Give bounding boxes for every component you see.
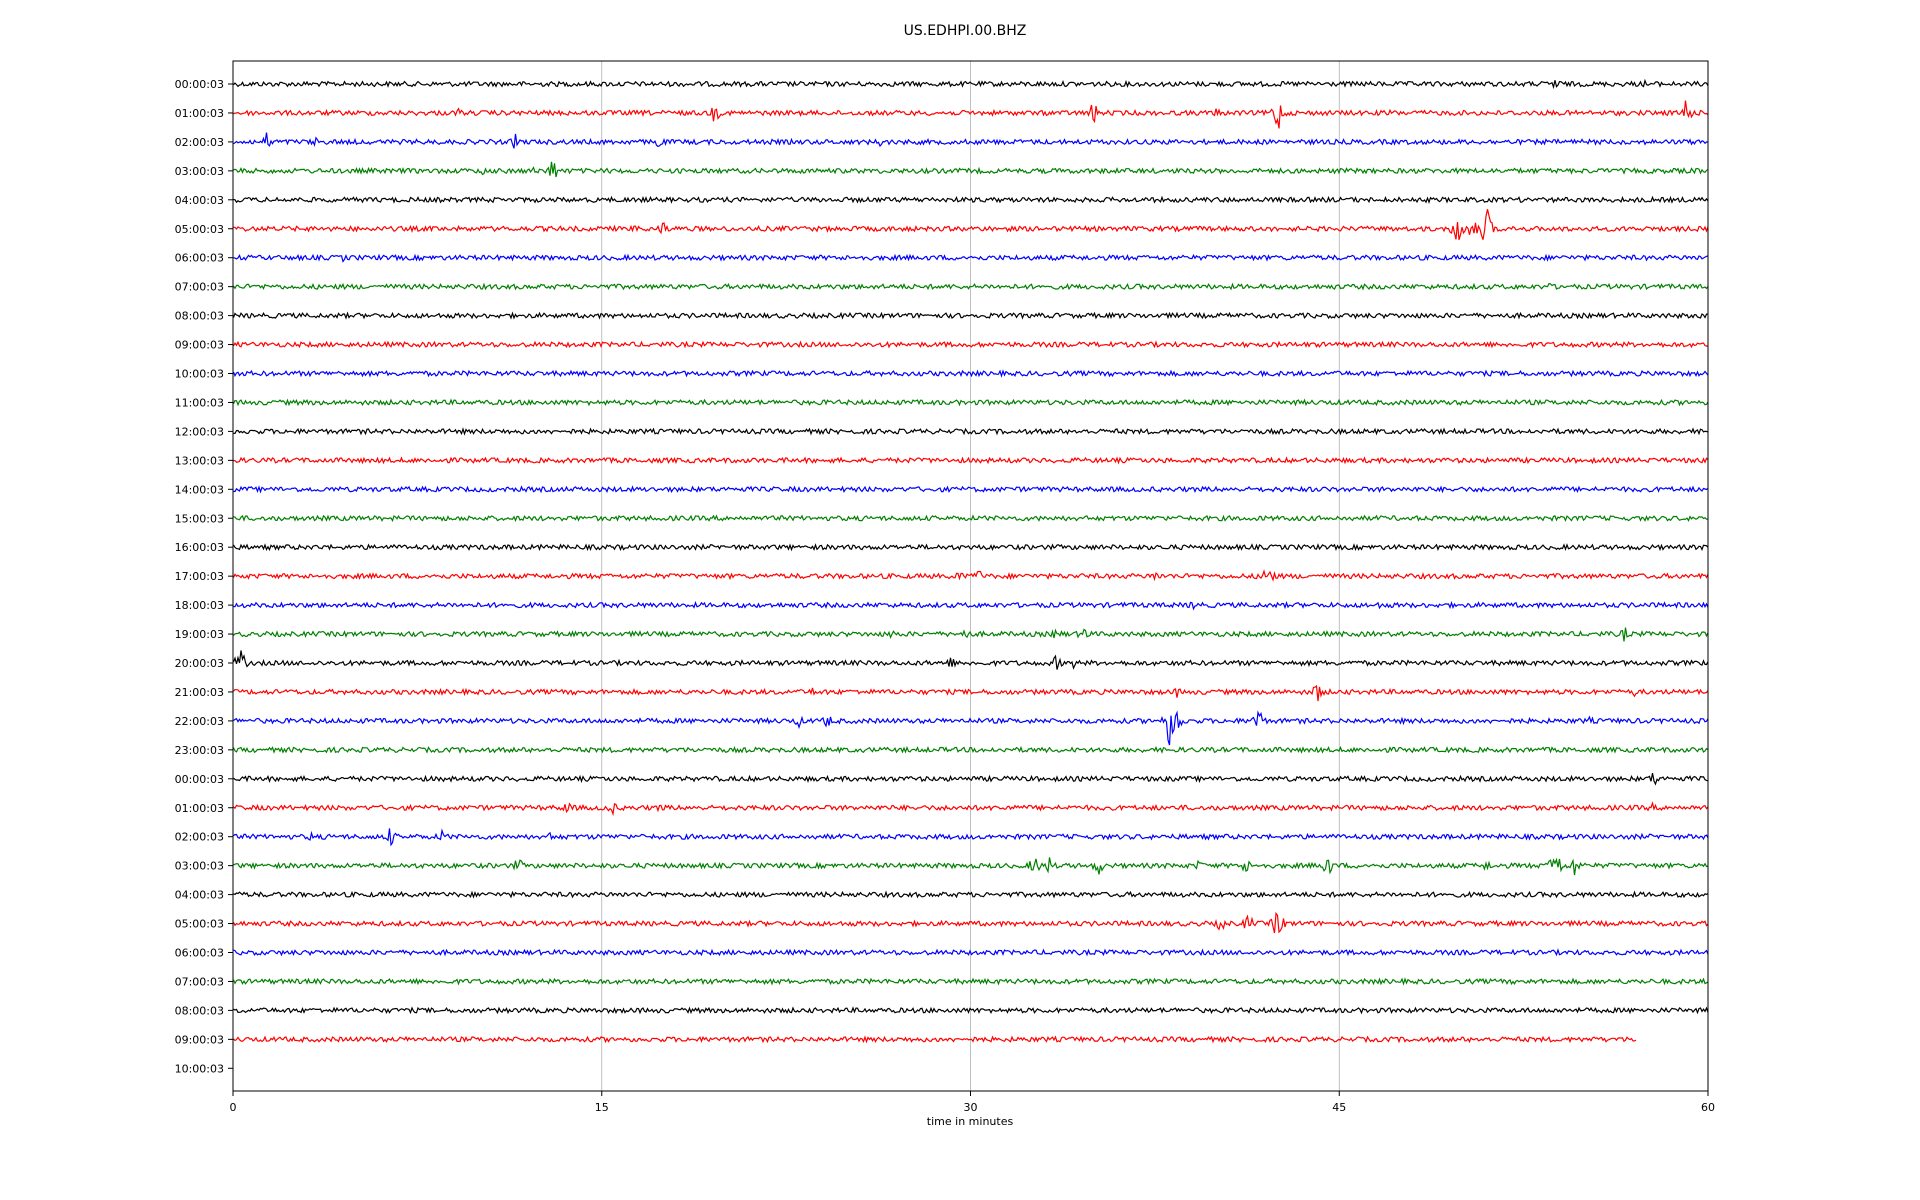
trace-row-4 <box>233 195 1709 205</box>
trace-row-15 <box>233 514 1708 523</box>
row-label-10: 10:00:03 <box>175 368 224 381</box>
row-label-9: 09:00:03 <box>175 339 224 352</box>
trace-row-19 <box>233 627 1709 642</box>
trace-row-26 <box>233 828 1709 847</box>
trace-row-7 <box>233 282 1709 291</box>
row-label-1: 01:00:03 <box>175 107 224 120</box>
x-axis-label: time in minutes <box>927 1115 1014 1128</box>
row-time-labels: 00:00:03 01:00:03 02:00:03 03:00:03 04:00:03… <box>175 78 233 1075</box>
x-tick-label-0: 0 <box>230 1101 237 1114</box>
row-label-24: 00:00:03 <box>175 773 224 786</box>
row-label-28: 04:00:03 <box>175 889 224 902</box>
trace-row-8 <box>232 311 1709 320</box>
x-tick-label-2: 30 <box>964 1101 978 1114</box>
x-tick-label-4: 60 <box>1701 1101 1715 1114</box>
trace-row-14 <box>233 485 1709 494</box>
trace-row-1 <box>233 100 1709 129</box>
row-label-3: 03:00:03 <box>175 165 224 178</box>
trace-row-10 <box>232 369 1709 378</box>
trace-row-5 <box>233 209 1709 240</box>
trace-row-29 <box>232 911 1709 934</box>
trace-row-12 <box>233 427 1709 436</box>
trace-row-11 <box>232 398 1709 407</box>
row-label-6: 06:00:03 <box>175 252 224 265</box>
row-label-21: 21:00:03 <box>175 686 224 699</box>
trace-row-22 <box>233 710 1709 746</box>
trace-row-17 <box>232 569 1709 582</box>
trace-row-6 <box>233 253 1709 263</box>
trace-row-23 <box>232 745 1709 754</box>
row-label-25: 01:00:03 <box>175 802 224 815</box>
trace-row-30 <box>233 948 1709 957</box>
plot-frame <box>232 60 1709 1092</box>
row-label-32: 08:00:03 <box>175 1004 224 1017</box>
row-label-16: 16:00:03 <box>175 541 224 554</box>
row-label-5: 05:00:03 <box>175 223 224 236</box>
row-label-18: 18:00:03 <box>175 599 224 612</box>
row-label-33: 09:00:03 <box>175 1033 224 1046</box>
row-label-0: 00:00:03 <box>175 78 224 91</box>
row-label-15: 15:00:03 <box>175 512 224 525</box>
trace-rows <box>232 78 1709 1044</box>
row-label-27: 03:00:03 <box>175 860 224 873</box>
row-label-2: 02:00:03 <box>175 136 224 149</box>
trace-row-27 <box>233 857 1709 876</box>
trace-row-16 <box>232 543 1709 552</box>
row-label-34: 10:00:03 <box>175 1062 224 1075</box>
row-label-12: 12:00:03 <box>175 425 224 438</box>
row-label-17: 17:00:03 <box>175 570 224 583</box>
row-label-7: 07:00:03 <box>175 281 224 294</box>
trace-row-0 <box>233 78 1709 90</box>
x-tick-label-3: 45 <box>1332 1101 1346 1114</box>
row-label-29: 05:00:03 <box>175 918 224 931</box>
row-label-23: 23:00:03 <box>175 744 224 757</box>
row-label-4: 04:00:03 <box>175 194 224 207</box>
row-label-22: 22:00:03 <box>175 715 224 728</box>
x-tick-label-1: 15 <box>595 1101 609 1114</box>
trace-row-21 <box>233 684 1709 702</box>
row-label-31: 07:00:03 <box>175 975 224 988</box>
trace-row-33 <box>233 1035 1637 1044</box>
row-label-13: 13:00:03 <box>175 454 224 467</box>
trace-row-20 <box>232 650 1709 670</box>
trace-row-3 <box>233 161 1709 178</box>
row-label-8: 08:00:03 <box>175 310 224 323</box>
x-axis-ticks: 0 15 30 45 60 <box>230 1091 1715 1114</box>
row-label-30: 06:00:03 <box>175 947 224 960</box>
chart-title: US.EDHPI.00.BHZ <box>904 23 1027 39</box>
trace-row-13 <box>233 456 1709 465</box>
trace-row-25 <box>233 801 1709 817</box>
trace-row-28 <box>233 890 1709 899</box>
row-label-19: 19:00:03 <box>175 628 224 641</box>
trace-row-31 <box>232 977 1709 986</box>
row-label-14: 14:00:03 <box>175 483 224 496</box>
row-label-20: 20:00:03 <box>175 657 224 670</box>
row-label-11: 11:00:03 <box>175 396 224 409</box>
row-label-26: 02:00:03 <box>175 831 224 844</box>
trace-row-32 <box>233 1006 1709 1015</box>
trace-row-18 <box>233 600 1709 611</box>
trace-row-2 <box>233 132 1708 149</box>
trace-row-24 <box>233 772 1709 786</box>
trace-row-9 <box>232 340 1709 349</box>
